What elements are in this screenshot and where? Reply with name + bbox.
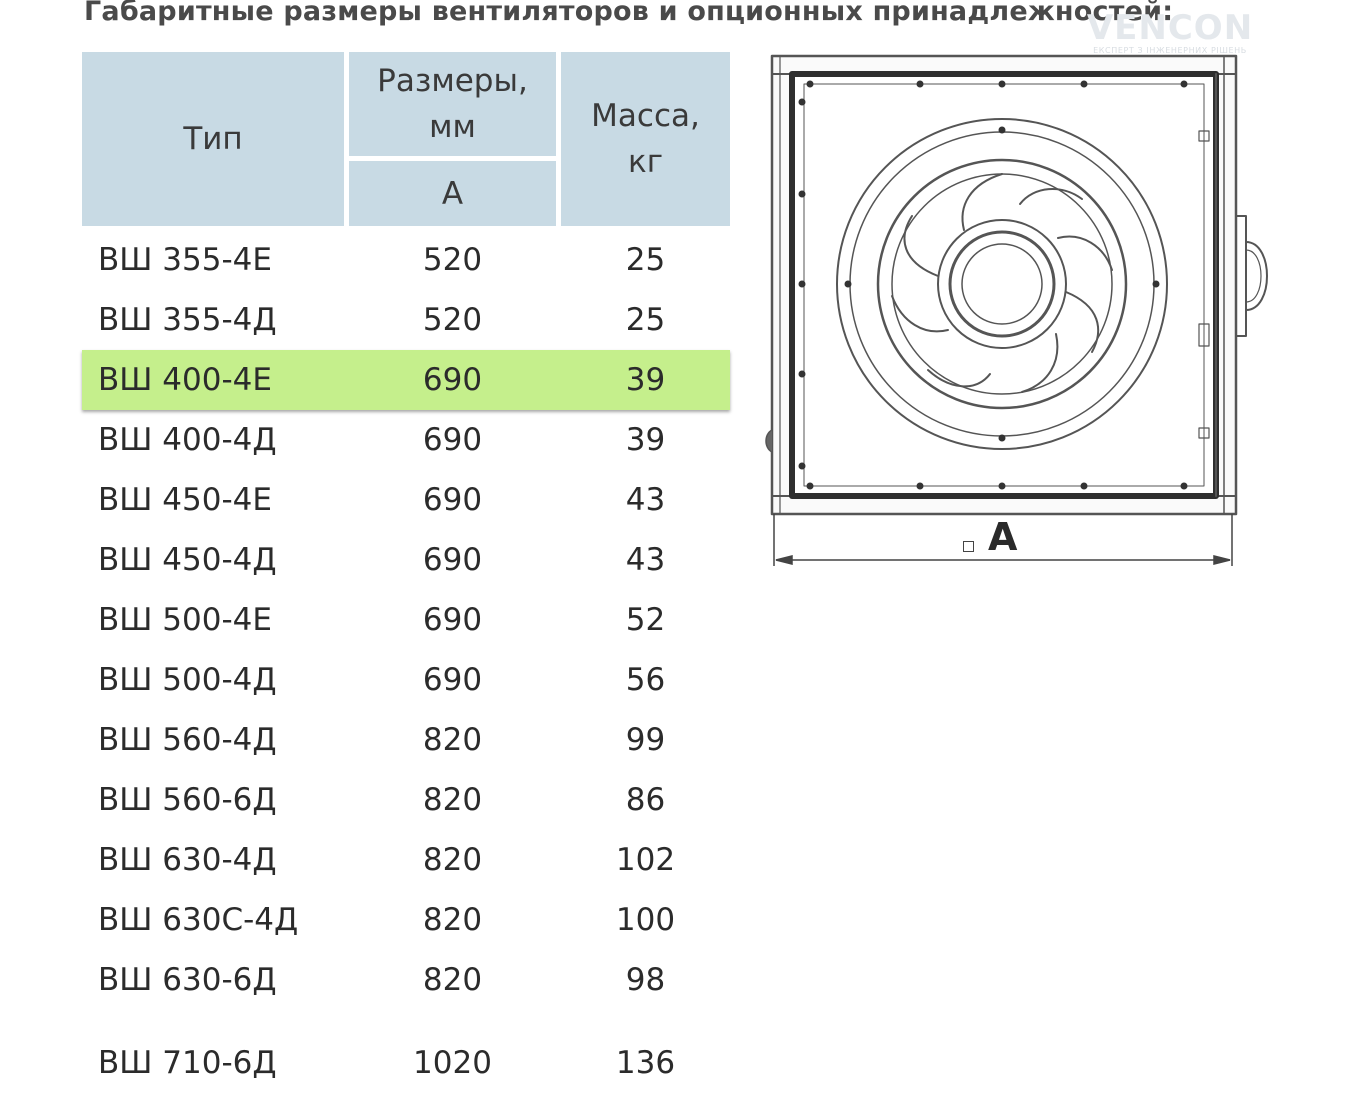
- header-mass-line1: Масса,: [591, 98, 700, 134]
- dimension-label-a: A: [988, 515, 1018, 559]
- cell-mass: 25: [625, 302, 666, 338]
- table-row: ВШ 630С-4Д 820 100: [82, 890, 730, 950]
- cell-dimension-a: 820: [422, 962, 483, 998]
- cell-mass: 56: [625, 662, 666, 698]
- cell-dimension-a: 690: [422, 422, 483, 458]
- cell-mass: 43: [625, 542, 666, 578]
- cell-dimension-a: 690: [422, 362, 483, 398]
- cell-type: ВШ 630-6Д: [98, 962, 277, 998]
- page-title: Габаритные размеры вентиляторов и опцион…: [84, 0, 1174, 27]
- table-row: ВШ 630-6Д 820 98: [82, 950, 730, 1010]
- cell-type: ВШ 500-4Д: [98, 662, 277, 698]
- table-row: ВШ 630-4Д 820 102: [82, 830, 730, 890]
- inner-panel: [789, 71, 1219, 499]
- cell-dimension-a: 690: [422, 482, 483, 518]
- side-handle: [1235, 215, 1247, 337]
- cell-dimension-a: 690: [422, 662, 483, 698]
- cell-type: ВШ 450-4Д: [98, 542, 277, 578]
- cell-mass: 52: [625, 602, 666, 638]
- table-row: ВШ 450-4Д 690 43: [82, 530, 730, 590]
- cell-dimension-a: 1020: [413, 1045, 492, 1081]
- cell-type: ВШ 400-4Е: [98, 362, 272, 398]
- table-row: ВШ 400-4Д 690 39: [82, 410, 730, 470]
- fan-box-drawing: [765, 54, 1268, 566]
- cell-dimension-a: 690: [422, 542, 483, 578]
- cell-dimension-a: 690: [422, 602, 483, 638]
- header-dimensions: Размеры, мм: [349, 52, 556, 156]
- cell-type: ВШ 560-4Д: [98, 722, 277, 758]
- table-body: ВШ 355-4Е 520 25 ВШ 355-4Д 520 25 ВШ 400…: [82, 230, 730, 1093]
- cell-type: ВШ 355-4Д: [98, 302, 277, 338]
- cell-type: ВШ 400-4Д: [98, 422, 277, 458]
- cell-mass: 86: [625, 782, 666, 818]
- table-row: ВШ 560-6Д 820 86: [82, 770, 730, 830]
- inlet-flange: [836, 118, 1168, 450]
- header-dimension-a-label: А: [441, 175, 464, 212]
- table-row: ВШ 355-4Е 520 25: [82, 230, 730, 290]
- header-type: Тип: [82, 52, 344, 226]
- cell-type: ВШ 560-6Д: [98, 782, 277, 818]
- cell-dimension-a: 820: [422, 782, 483, 818]
- cell-mass: 25: [625, 242, 666, 278]
- cell-dimension-a: 520: [422, 302, 483, 338]
- cell-type: ВШ 710-6Д: [98, 1045, 277, 1081]
- table-row: ВШ 500-4Е 690 52: [82, 590, 730, 650]
- impeller-hub: [937, 219, 1067, 349]
- header-dimension-a: А: [349, 161, 556, 226]
- cell-dimension-a: 820: [422, 842, 483, 878]
- cell-type: ВШ 355-4Е: [98, 242, 272, 278]
- table-row: ВШ 560-4Д 820 99: [82, 710, 730, 770]
- cell-type: ВШ 500-4Е: [98, 602, 272, 638]
- cell-mass: 100: [615, 902, 676, 938]
- cell-dimension-a: 820: [422, 722, 483, 758]
- table-row: ВШ 710-6Д 1020 136: [82, 1010, 730, 1093]
- cell-dimension-a: 820: [422, 902, 483, 938]
- square-section-icon: [963, 541, 974, 552]
- header-mass-line2: кг: [627, 144, 663, 180]
- header-dimensions-line2: мм: [429, 109, 476, 145]
- cell-mass: 39: [625, 362, 666, 398]
- cell-type: ВШ 630С-4Д: [98, 902, 299, 938]
- table-row-highlighted: ВШ 400-4Е 690 39: [82, 350, 730, 410]
- header-dimensions-line1: Размеры,: [377, 63, 528, 99]
- cell-type: ВШ 630-4Д: [98, 842, 277, 878]
- cell-type: ВШ 450-4Е: [98, 482, 272, 518]
- impeller-blades: [891, 173, 1113, 393]
- cell-mass: 98: [625, 962, 666, 998]
- cell-mass: 99: [625, 722, 666, 758]
- cell-mass: 136: [615, 1045, 676, 1081]
- table-row: ВШ 500-4Д 690 56: [82, 650, 730, 710]
- table-row: ВШ 355-4Д 520 25: [82, 290, 730, 350]
- table-row: ВШ 450-4Е 690 43: [82, 470, 730, 530]
- cell-mass: 39: [625, 422, 666, 458]
- cell-dimension-a: 520: [422, 242, 483, 278]
- cell-mass: 43: [625, 482, 666, 518]
- cell-mass: 102: [615, 842, 676, 878]
- header-mass: Масса, кг: [561, 52, 730, 226]
- header-type-label: Тип: [183, 121, 243, 157]
